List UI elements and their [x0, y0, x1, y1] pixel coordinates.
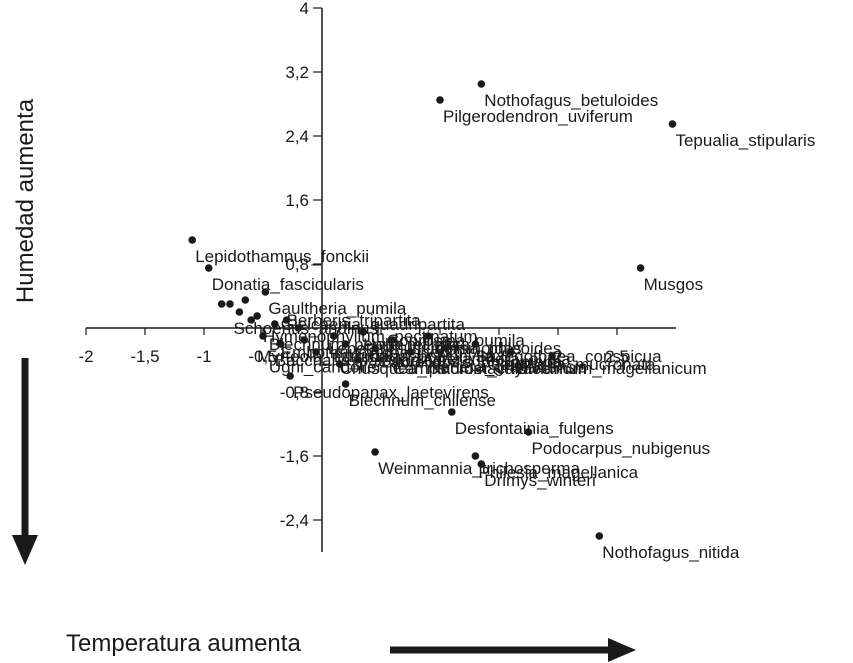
x-tick-label: -1	[196, 347, 211, 366]
data-point	[341, 340, 350, 348]
data-point	[477, 80, 486, 88]
y-tick-label: 3,2	[285, 63, 309, 82]
humidity-arrow-head	[12, 535, 38, 565]
data-point	[241, 296, 250, 304]
data-point	[524, 428, 533, 436]
cluster-species-label: Laureliopsis_philippiana	[381, 353, 563, 372]
data-point	[371, 448, 379, 456]
data-point	[507, 348, 515, 356]
point-label: Musgos	[644, 275, 704, 294]
point-label: Lepidothamnus_fonckii	[195, 247, 369, 266]
point-label: Gaultheria_pumila	[268, 299, 407, 318]
cluster-species-label: Ugni_candollei	[269, 357, 381, 376]
point-label: Pseudopanax_laetevirens	[293, 383, 489, 402]
point-label: Nothofagus_betuloides	[484, 91, 658, 110]
point-label: Podocarpus_nubigenus	[532, 439, 711, 458]
cluster-species-label: Asteranthera_ovata	[422, 349, 571, 368]
data-point	[235, 308, 244, 316]
cluster-species-label: Embothrium_coccineum	[281, 343, 463, 362]
data-point	[335, 360, 344, 368]
cluster-species-label: Campsidium_valdivianum	[393, 359, 587, 378]
data-point	[312, 348, 320, 356]
y-axis-label: Humedad aumenta	[12, 98, 39, 304]
data-point	[253, 312, 261, 320]
data-point	[371, 344, 379, 352]
x-tick-label: 1	[435, 347, 444, 366]
x-tick-label: 1,5	[487, 347, 511, 366]
point-label: Pilgerodendron_uviferum	[443, 107, 633, 126]
y-tick-label: 2,4	[285, 127, 309, 146]
cluster-species-label: Schoenus_andinus	[234, 319, 379, 338]
data-point	[406, 348, 415, 356]
data-point	[204, 264, 213, 272]
x-tick-label: 2	[553, 347, 562, 366]
data-point	[271, 320, 279, 328]
data-point	[436, 96, 444, 104]
cluster-species-label: Chusquea_macrostachya	[340, 359, 533, 378]
cluster-species-label: Myrteola_nummularia	[257, 347, 421, 366]
data-point	[359, 328, 368, 336]
y-tick-label: 1,6	[285, 191, 309, 210]
y-tick-label: 4	[300, 0, 309, 18]
x-tick-label: -1,5	[130, 347, 159, 366]
point-label: Philesia_magellanica	[478, 463, 638, 482]
y-tick-label: -0,8	[280, 383, 309, 402]
point-label: Desfontainia_fulgens	[455, 419, 614, 438]
x-tick-label: -2	[78, 347, 93, 366]
cluster-species-label: Nertera_granadensis	[428, 357, 587, 376]
x-tick-label: 2,5	[605, 347, 629, 366]
data-point	[282, 316, 291, 324]
data-point	[477, 460, 486, 468]
data-point	[668, 120, 677, 128]
x-tick-label: -0,5	[248, 347, 277, 366]
data-point	[259, 332, 267, 340]
y-axis-label-container: Humedad aumenta	[8, 90, 44, 320]
cluster-species-label: Blechnum_magellanicum	[517, 359, 707, 378]
data-point	[286, 372, 294, 380]
data-point	[471, 340, 480, 348]
cluster-species-label: Hymenophyllum_pectinatum	[263, 327, 478, 346]
point-label: Tepualia_stipularis	[675, 131, 815, 150]
cluster-species-label: Saxegothaea_conspicua	[475, 347, 662, 366]
y-tick-label: -1,6	[280, 447, 309, 466]
data-point	[353, 356, 362, 364]
data-point	[261, 288, 270, 296]
y-tick-label: -2,4	[280, 511, 309, 530]
point-label: Weinmannia_trichosperma	[378, 459, 580, 478]
point-label: Drimys_winteri	[484, 471, 595, 490]
data-point	[442, 344, 450, 352]
cluster-species-label: Gleichenia_quadripartita	[281, 315, 466, 334]
point-label: Nothofagus_nitida	[602, 543, 740, 562]
y-tick-label: 0,8	[285, 255, 309, 274]
x-axis-label: Temperatura aumenta	[66, 630, 301, 657]
cluster-species-label: Coprosma_pumila	[387, 331, 525, 350]
cluster-species-label: Berberis_tripartita	[287, 311, 422, 330]
data-point	[330, 332, 338, 340]
data-point	[595, 532, 604, 540]
data-point	[226, 300, 234, 308]
cluster-species-label: Gaultheria_mucronata	[487, 355, 656, 374]
data-point	[636, 264, 645, 272]
cluster-species-label: Hebe_elliptica	[363, 335, 470, 354]
point-label: Blechnum_chilense	[349, 391, 496, 410]
data-point	[389, 336, 397, 344]
data-point	[188, 236, 196, 244]
data-point	[548, 352, 556, 360]
data-point	[424, 332, 433, 340]
data-point	[300, 336, 309, 344]
point-label: Donatia_fascicularis	[212, 275, 364, 294]
data-point	[217, 300, 226, 308]
cluster-species-label: Uncinia_phleoides	[422, 339, 561, 358]
temperature-arrow-head	[608, 638, 636, 662]
data-point	[247, 316, 255, 324]
data-point	[276, 340, 285, 348]
data-point	[341, 380, 350, 388]
data-point	[294, 324, 303, 332]
cluster-species-label: Luzuriaga_polyphylla	[334, 347, 494, 366]
data-point	[448, 408, 456, 416]
data-point	[471, 452, 480, 460]
